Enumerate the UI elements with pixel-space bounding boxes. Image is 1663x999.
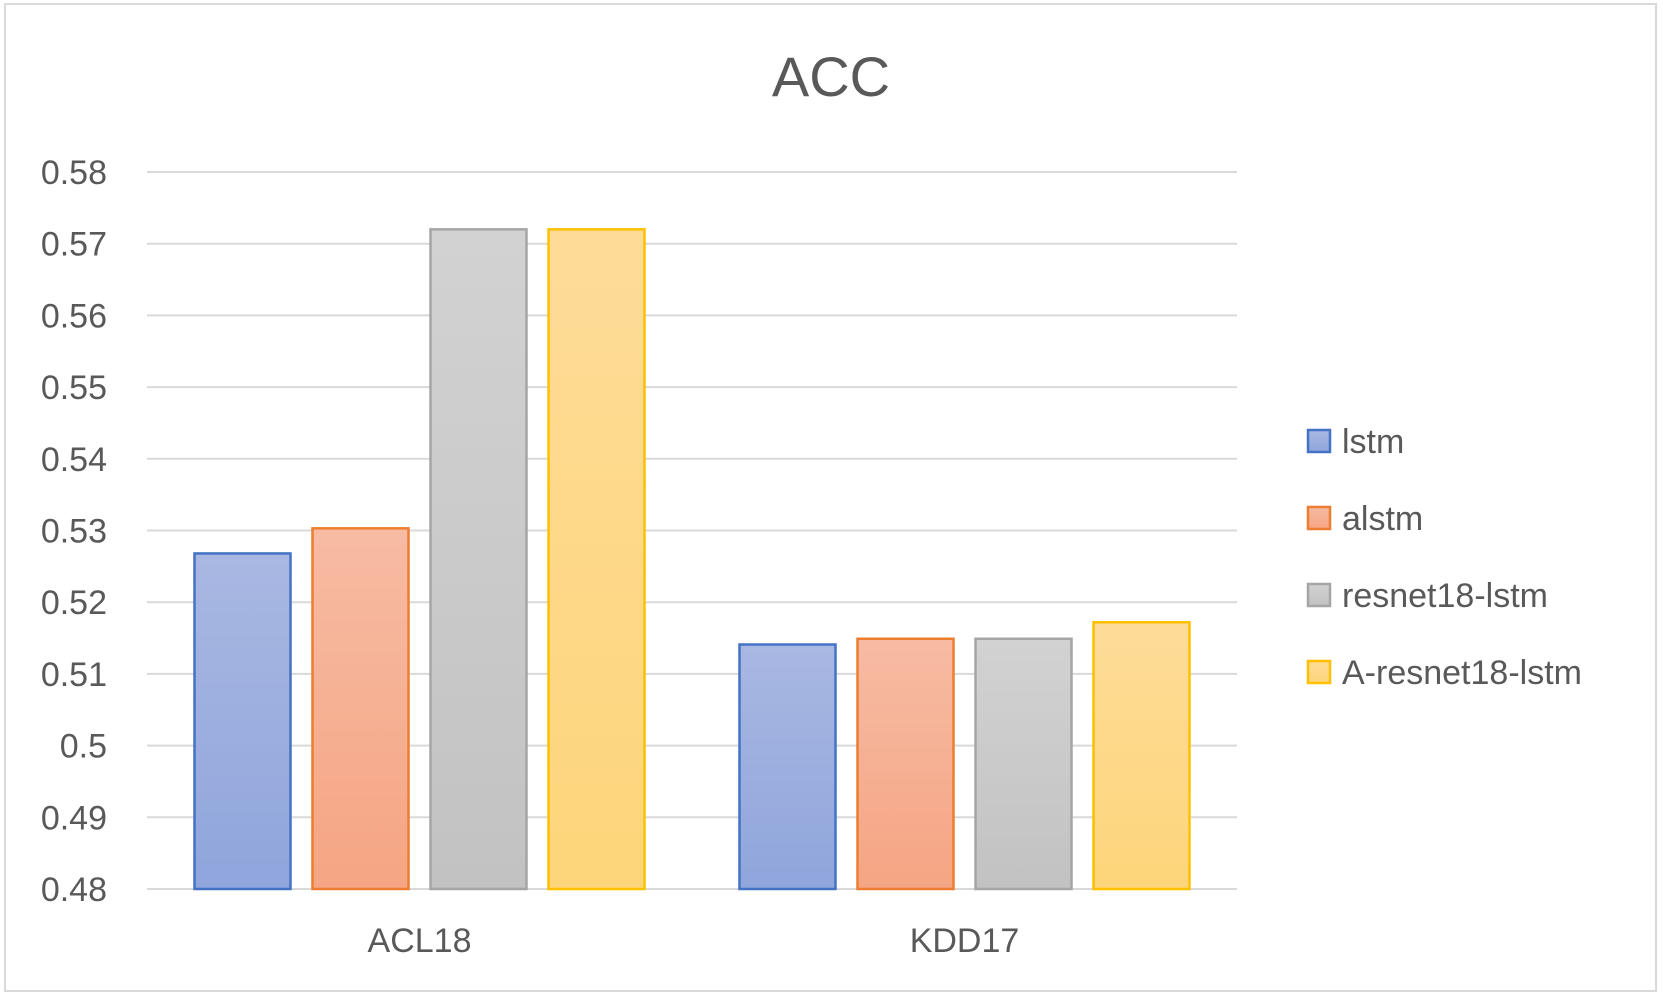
bar-lstm-KDD17 <box>738 643 837 891</box>
y-tick-label: 0.54 <box>41 441 107 479</box>
x-tick-label: ACL18 <box>368 922 472 960</box>
y-tick-label: 0.58 <box>41 154 107 192</box>
legend-item: A-resnet18-lstm <box>1306 654 1582 692</box>
chart-title: ACC <box>772 45 890 108</box>
y-tick-label: 0.52 <box>41 584 107 622</box>
x-tick-label: KDD17 <box>910 922 1020 960</box>
y-tick-label: 0.55 <box>41 369 107 407</box>
y-tick-label: 0.53 <box>41 513 107 551</box>
legend-item: resnet18-lstm <box>1306 577 1548 615</box>
legend-label: resnet18-lstm <box>1342 577 1548 615</box>
legend-item: alstm <box>1306 500 1423 538</box>
legend-label: A-resnet18-lstm <box>1342 654 1582 692</box>
y-tick-label: 0.51 <box>41 656 107 694</box>
bar-alstm-KDD17 <box>856 637 955 891</box>
y-tick-label: 0.56 <box>41 297 107 335</box>
bar-resnet18-lstm-ACL18 <box>429 228 528 891</box>
y-tick-label: 0.5 <box>60 728 107 766</box>
legend-label: lstm <box>1342 423 1404 461</box>
y-tick-label: 0.48 <box>41 871 107 909</box>
y-axis-ticks: 0.48 0.49 0.5 0.51 0.52 0.53 0.54 0.55 0.56 0.57 0… <box>41 154 107 909</box>
legend-swatch <box>1306 428 1332 454</box>
bars <box>193 228 1191 891</box>
grid-lines <box>147 171 1237 890</box>
legend-label: alstm <box>1342 500 1423 538</box>
bar-alstm-ACL18 <box>311 527 410 891</box>
y-tick-label: 0.49 <box>41 799 107 837</box>
y-tick-label: 0.57 <box>41 226 107 264</box>
bar-resnet18-lstm-KDD17 <box>974 637 1073 891</box>
legend-swatch <box>1306 582 1332 608</box>
legend-item: lstm <box>1306 423 1404 461</box>
legend-swatch <box>1306 659 1332 685</box>
x-axis-ticks: ACL18 KDD17 <box>368 922 1020 960</box>
bar-lstm-ACL18 <box>193 552 292 891</box>
legend: lstm alstm resnet18-lstm A-resnet18-lstm <box>1306 423 1582 692</box>
bar-A-resnet18-lstm-ACL18 <box>547 228 646 891</box>
bar-A-resnet18-lstm-KDD17 <box>1092 621 1191 891</box>
legend-swatch <box>1306 505 1332 531</box>
